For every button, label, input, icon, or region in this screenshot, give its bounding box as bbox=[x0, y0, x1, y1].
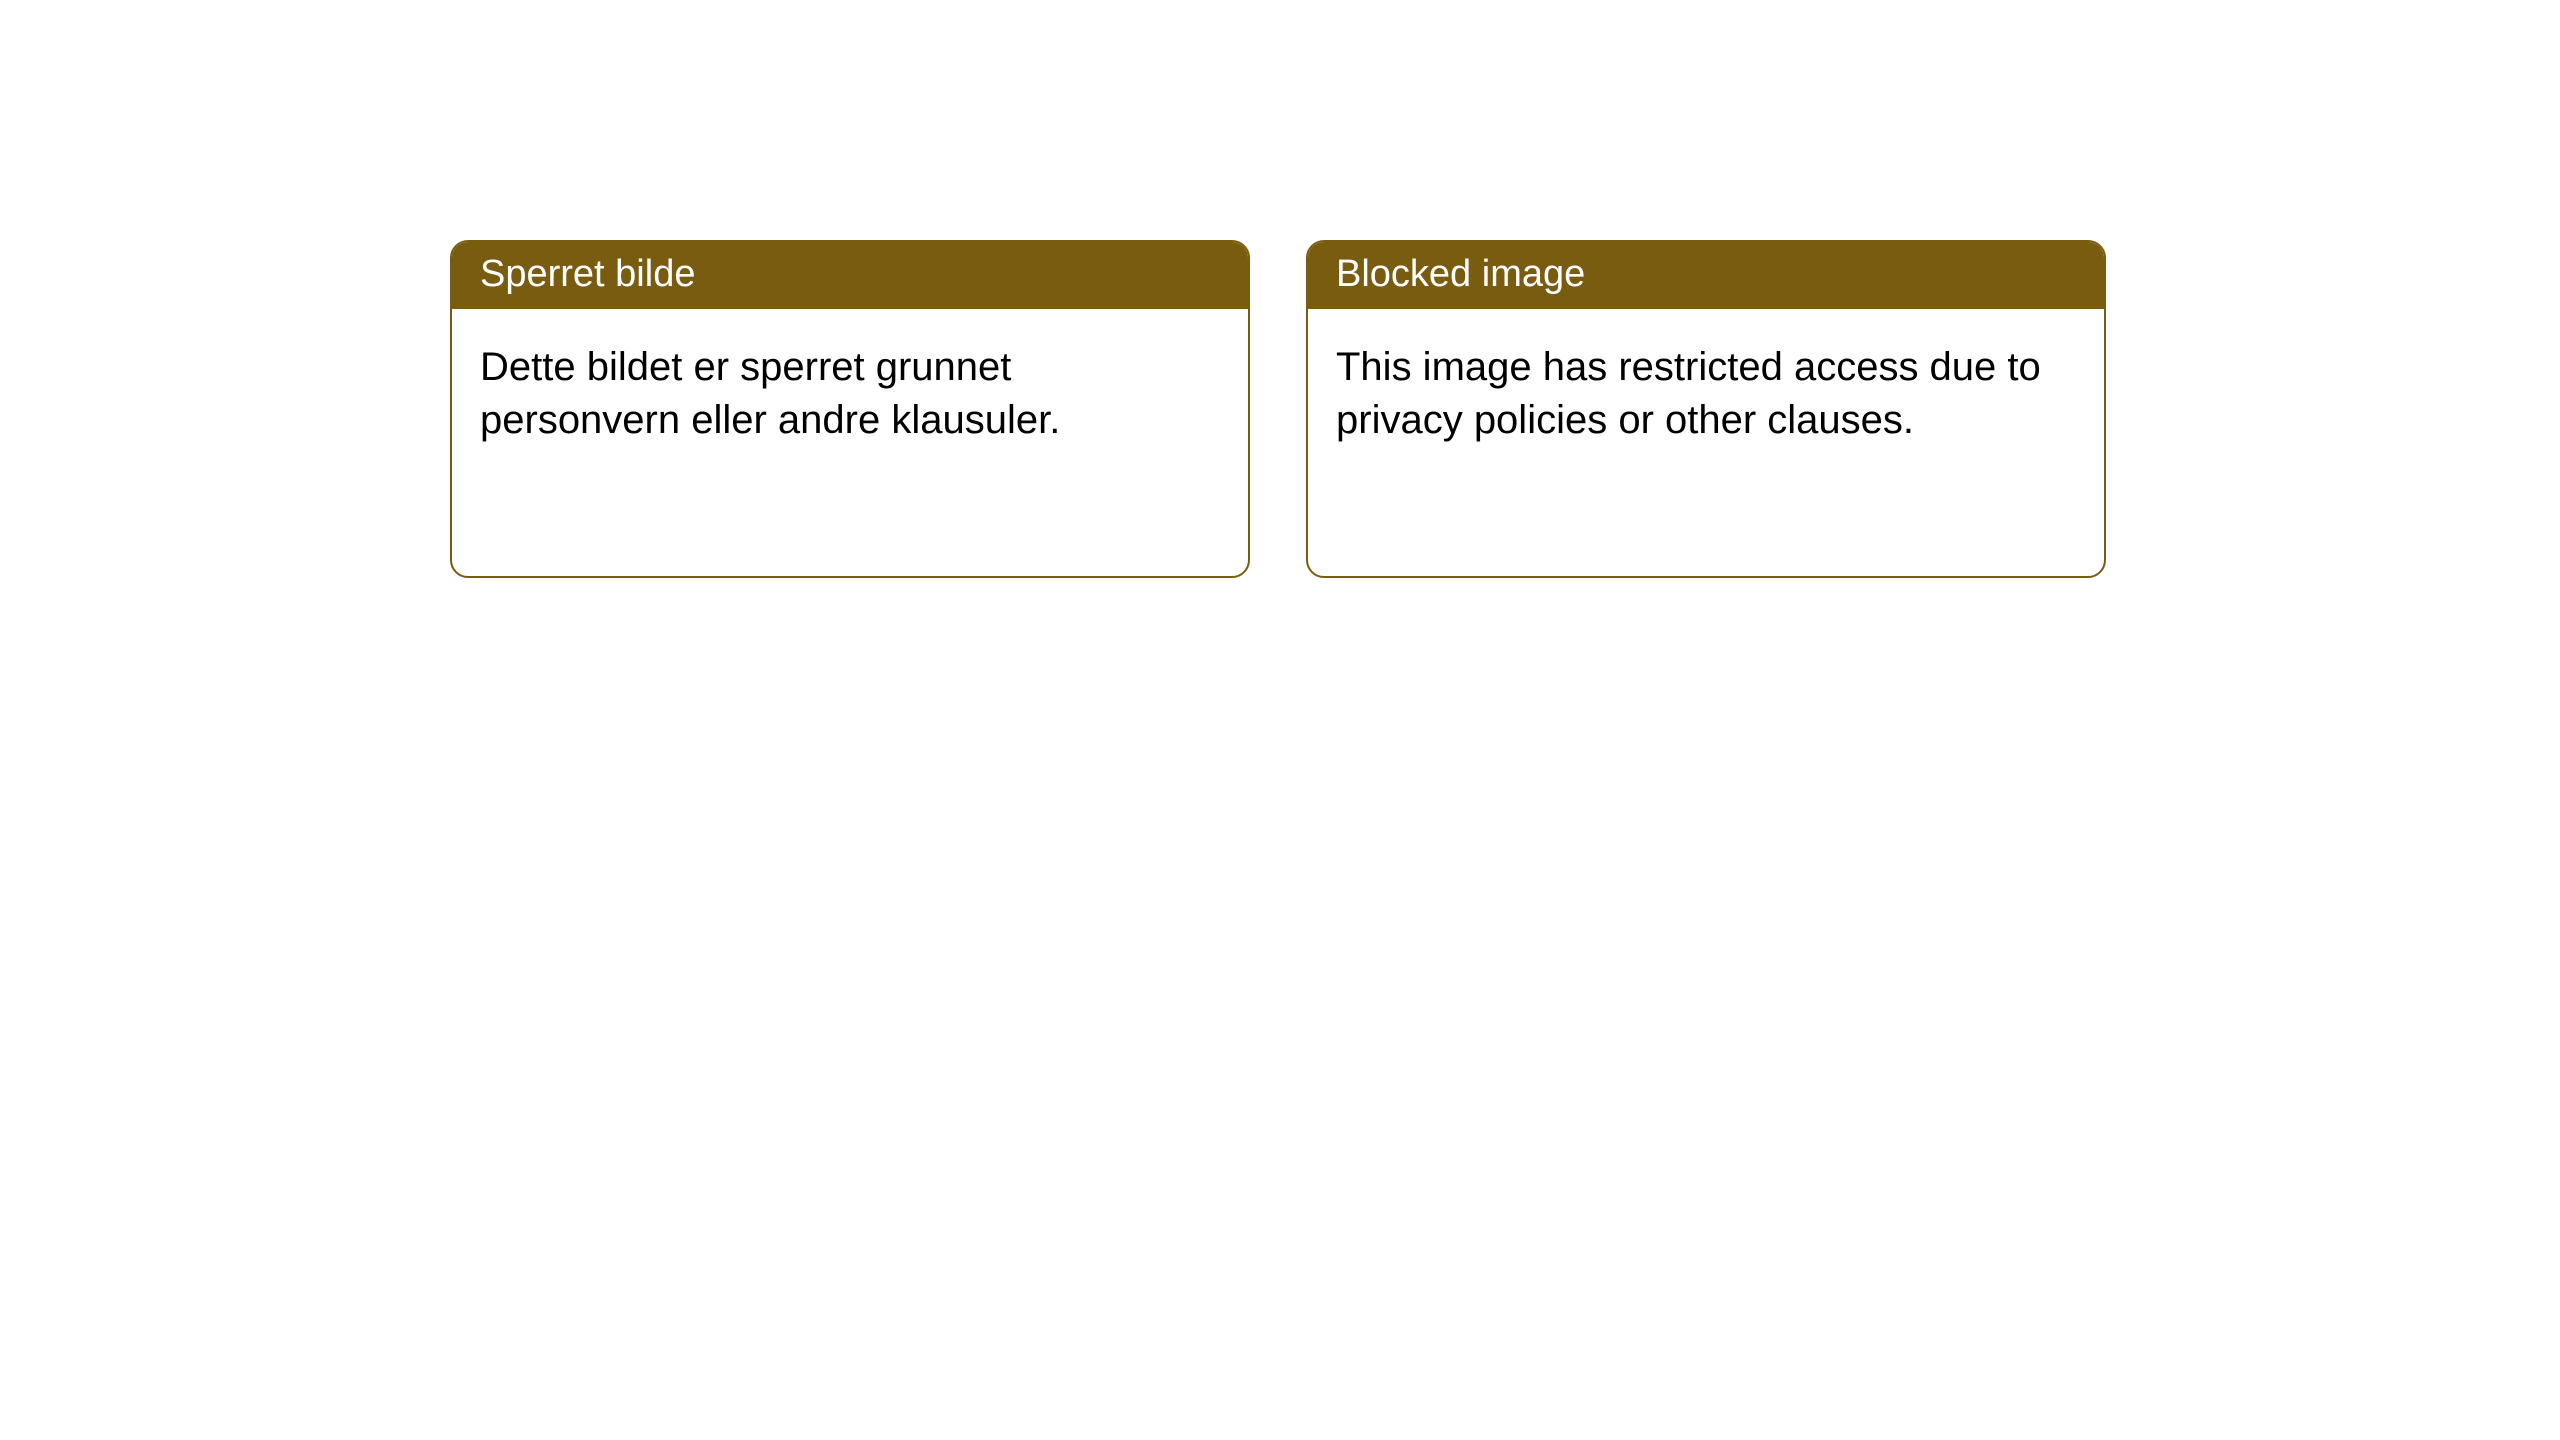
card-title: Blocked image bbox=[1336, 253, 1585, 295]
card-title: Sperret bilde bbox=[480, 253, 695, 295]
card-header: Blocked image bbox=[1308, 242, 2104, 309]
blocked-image-card-no: Sperret bilde Dette bildet er sperret gr… bbox=[450, 240, 1250, 578]
blocked-image-card-en: Blocked image This image has restricted … bbox=[1306, 240, 2106, 578]
notice-cards-container: Sperret bilde Dette bildet er sperret gr… bbox=[450, 240, 2106, 578]
card-body-text: Dette bildet er sperret grunnet personve… bbox=[480, 345, 1060, 442]
card-body: This image has restricted access due to … bbox=[1308, 309, 2104, 475]
card-body: Dette bildet er sperret grunnet personve… bbox=[452, 309, 1248, 475]
card-header: Sperret bilde bbox=[452, 242, 1248, 309]
card-body-text: This image has restricted access due to … bbox=[1336, 345, 2041, 442]
